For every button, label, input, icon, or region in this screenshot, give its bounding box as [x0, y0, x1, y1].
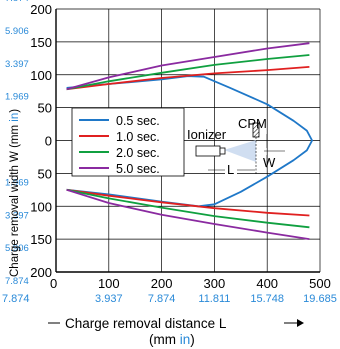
y-tick-inch-label: 1.969: [5, 92, 29, 103]
x-tick-label: 200: [151, 276, 173, 291]
y-tick-inch-label: 7.874: [5, 276, 29, 287]
x-tick-origin-inch-label: 7.874: [2, 293, 30, 305]
x-tick-inch-label: 19.685: [303, 293, 337, 305]
x-arrow-head: [297, 319, 304, 327]
x-tick-label: 500: [309, 276, 331, 291]
ion-beam: [224, 140, 256, 162]
y-tick-label: 50: [38, 101, 52, 116]
y-tick-label: 100: [30, 199, 52, 214]
x-tick-label: 400: [256, 276, 278, 291]
legend-label: 0.5 sec.: [116, 114, 160, 128]
series-line-lower: [66, 188, 310, 217]
x-tick-inch-label: 15.748: [250, 293, 284, 305]
series-line-lower: [66, 188, 310, 229]
cpm-label: CPM: [238, 116, 267, 131]
x-tick-inch-label: 7.874: [148, 293, 176, 305]
y-tick-label: 50: [38, 166, 52, 181]
x-axis-title: Charge removal distance L (mm in): [48, 316, 304, 347]
series-line: [66, 66, 310, 91]
legend: 0.5 sec. 1.0 sec. 2.0 sec. 5.0 sec.: [71, 107, 185, 177]
y-tick-inch-label: 5.906: [5, 26, 29, 37]
ionizer-body: [195, 145, 221, 157]
series-line-lower: [66, 188, 310, 240]
x-tick-label: 300: [204, 276, 226, 291]
y-tick-label: 150: [30, 232, 52, 247]
y-tick-inch-label: 7.874: [5, 0, 29, 4]
series-line: [66, 42, 310, 91]
y-tick-label: 0: [45, 134, 52, 149]
x-tick-label: 100: [98, 276, 120, 291]
w-label: W: [263, 155, 276, 170]
series-lines: [66, 42, 313, 240]
x-tick-inch-label: 3.937: [95, 293, 123, 305]
y-tick-label: 150: [30, 35, 52, 50]
x-tick-inch-label: 11.811: [198, 293, 230, 305]
x-tick-label: 0: [50, 276, 57, 291]
y-tick-inch-label: 3.397: [5, 59, 29, 70]
ionizer-nozzle: [219, 147, 226, 155]
axes: [55, 8, 321, 273]
legend-label: 1.0 sec.: [116, 130, 160, 144]
ionizer-label: Ionizer: [187, 127, 227, 142]
l-label: L: [227, 162, 234, 177]
y-tick-inch-label: 3.397: [5, 210, 29, 221]
legend-label: 2.0 sec.: [116, 146, 160, 160]
series-line: [66, 54, 310, 91]
x-axis-unit: (mm in): [149, 332, 195, 347]
y-tick-label: 100: [30, 68, 52, 83]
y-tick-label: 200: [30, 265, 52, 280]
x-axis-label: Charge removal distance L: [65, 316, 227, 331]
y-tick-inch-label: 1.969: [5, 177, 29, 188]
ionizer-diagram: CPM Ionizer W L: [187, 116, 285, 177]
y-tick-label: 200: [30, 2, 52, 17]
tick-labels: 2007.8741505.9061003.397501.9690501.9691…: [2, 0, 337, 305]
l-label-bg: [225, 162, 237, 176]
legend-label: 5.0 sec.: [116, 162, 160, 176]
y-axis-label: Charge removal width W (mm in): [9, 109, 21, 277]
y-tick-inch-label: 5.906: [5, 243, 29, 254]
